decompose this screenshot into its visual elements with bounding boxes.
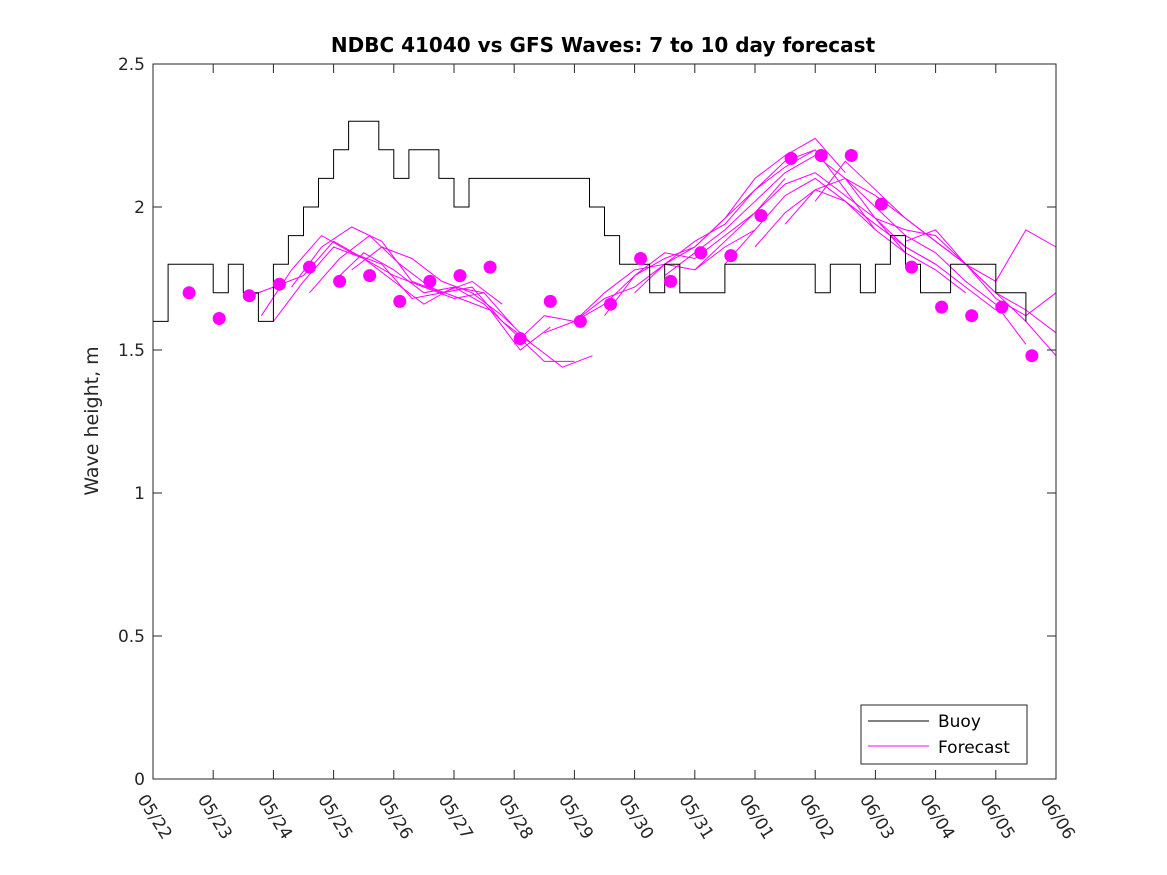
forecast-run-line-9 (574, 149, 816, 322)
forecast-run-line-8 (544, 178, 786, 334)
forecast-run-line-20 (905, 229, 1057, 283)
forecast-point (694, 246, 708, 260)
forecast-point (573, 314, 587, 328)
y-axis-label: Wave height, m (81, 346, 103, 495)
forecast-run-line-7 (513, 229, 756, 345)
forecast-point (333, 274, 347, 288)
forecast-run-line-13 (694, 172, 936, 271)
forecast-point (604, 297, 617, 311)
forecast-point (634, 252, 648, 265)
forecast-point (995, 300, 1009, 314)
y-tick-label: 1 (134, 484, 145, 504)
forecast-point (423, 274, 437, 288)
forecast-run-line-12 (664, 154, 906, 276)
forecast-point (874, 197, 888, 211)
forecast-point (905, 260, 918, 274)
forecast-run-line-3 (291, 226, 533, 345)
plot-area (153, 120, 1057, 368)
legend-box (860, 704, 1028, 765)
forecast-point (1025, 349, 1039, 363)
forecast-run-line-6 (351, 246, 593, 368)
forecast-point (513, 332, 527, 346)
forecast-point (182, 286, 196, 300)
forecast-point (242, 289, 256, 303)
y-tick-label: 0.5 (118, 627, 145, 647)
forecast-run-line-1 (260, 234, 503, 316)
forecast-point (483, 260, 497, 274)
forecast-point (844, 149, 858, 162)
y-tick-label: 2.5 (118, 55, 145, 75)
forecast-point (965, 309, 979, 323)
forecast-point (543, 294, 557, 308)
forecast-point (784, 151, 798, 165)
forecast-point (393, 294, 407, 308)
forecast-point (363, 269, 377, 283)
forecast-run-line-5 (333, 252, 575, 362)
forecast-point (303, 260, 316, 274)
y-tick-label: 2 (134, 198, 145, 218)
forecast-point (664, 274, 678, 288)
forecast-point (814, 149, 828, 162)
plot-frame (152, 63, 1057, 780)
forecast-point (453, 269, 467, 283)
forecast-point (754, 209, 768, 223)
forecast-point (272, 277, 286, 291)
forecast-point (724, 249, 738, 263)
legend-buoy-label: Buoy (938, 712, 981, 732)
chart-title: NDBC 41040 vs GFS Waves: 7 to 10 day for… (331, 33, 876, 57)
y-tick-label: 1.5 (118, 341, 145, 361)
y-tick-label: 0 (134, 770, 145, 790)
forecast-run-line-15 (754, 189, 997, 311)
buoy-series-line (153, 120, 1027, 322)
forecast-run-line-11 (634, 149, 876, 294)
legend-forecast-label: Forecast (938, 738, 1010, 758)
legend: Buoy Forecast (860, 704, 1028, 765)
forecast-point (935, 300, 949, 314)
forecast-point (212, 312, 226, 325)
